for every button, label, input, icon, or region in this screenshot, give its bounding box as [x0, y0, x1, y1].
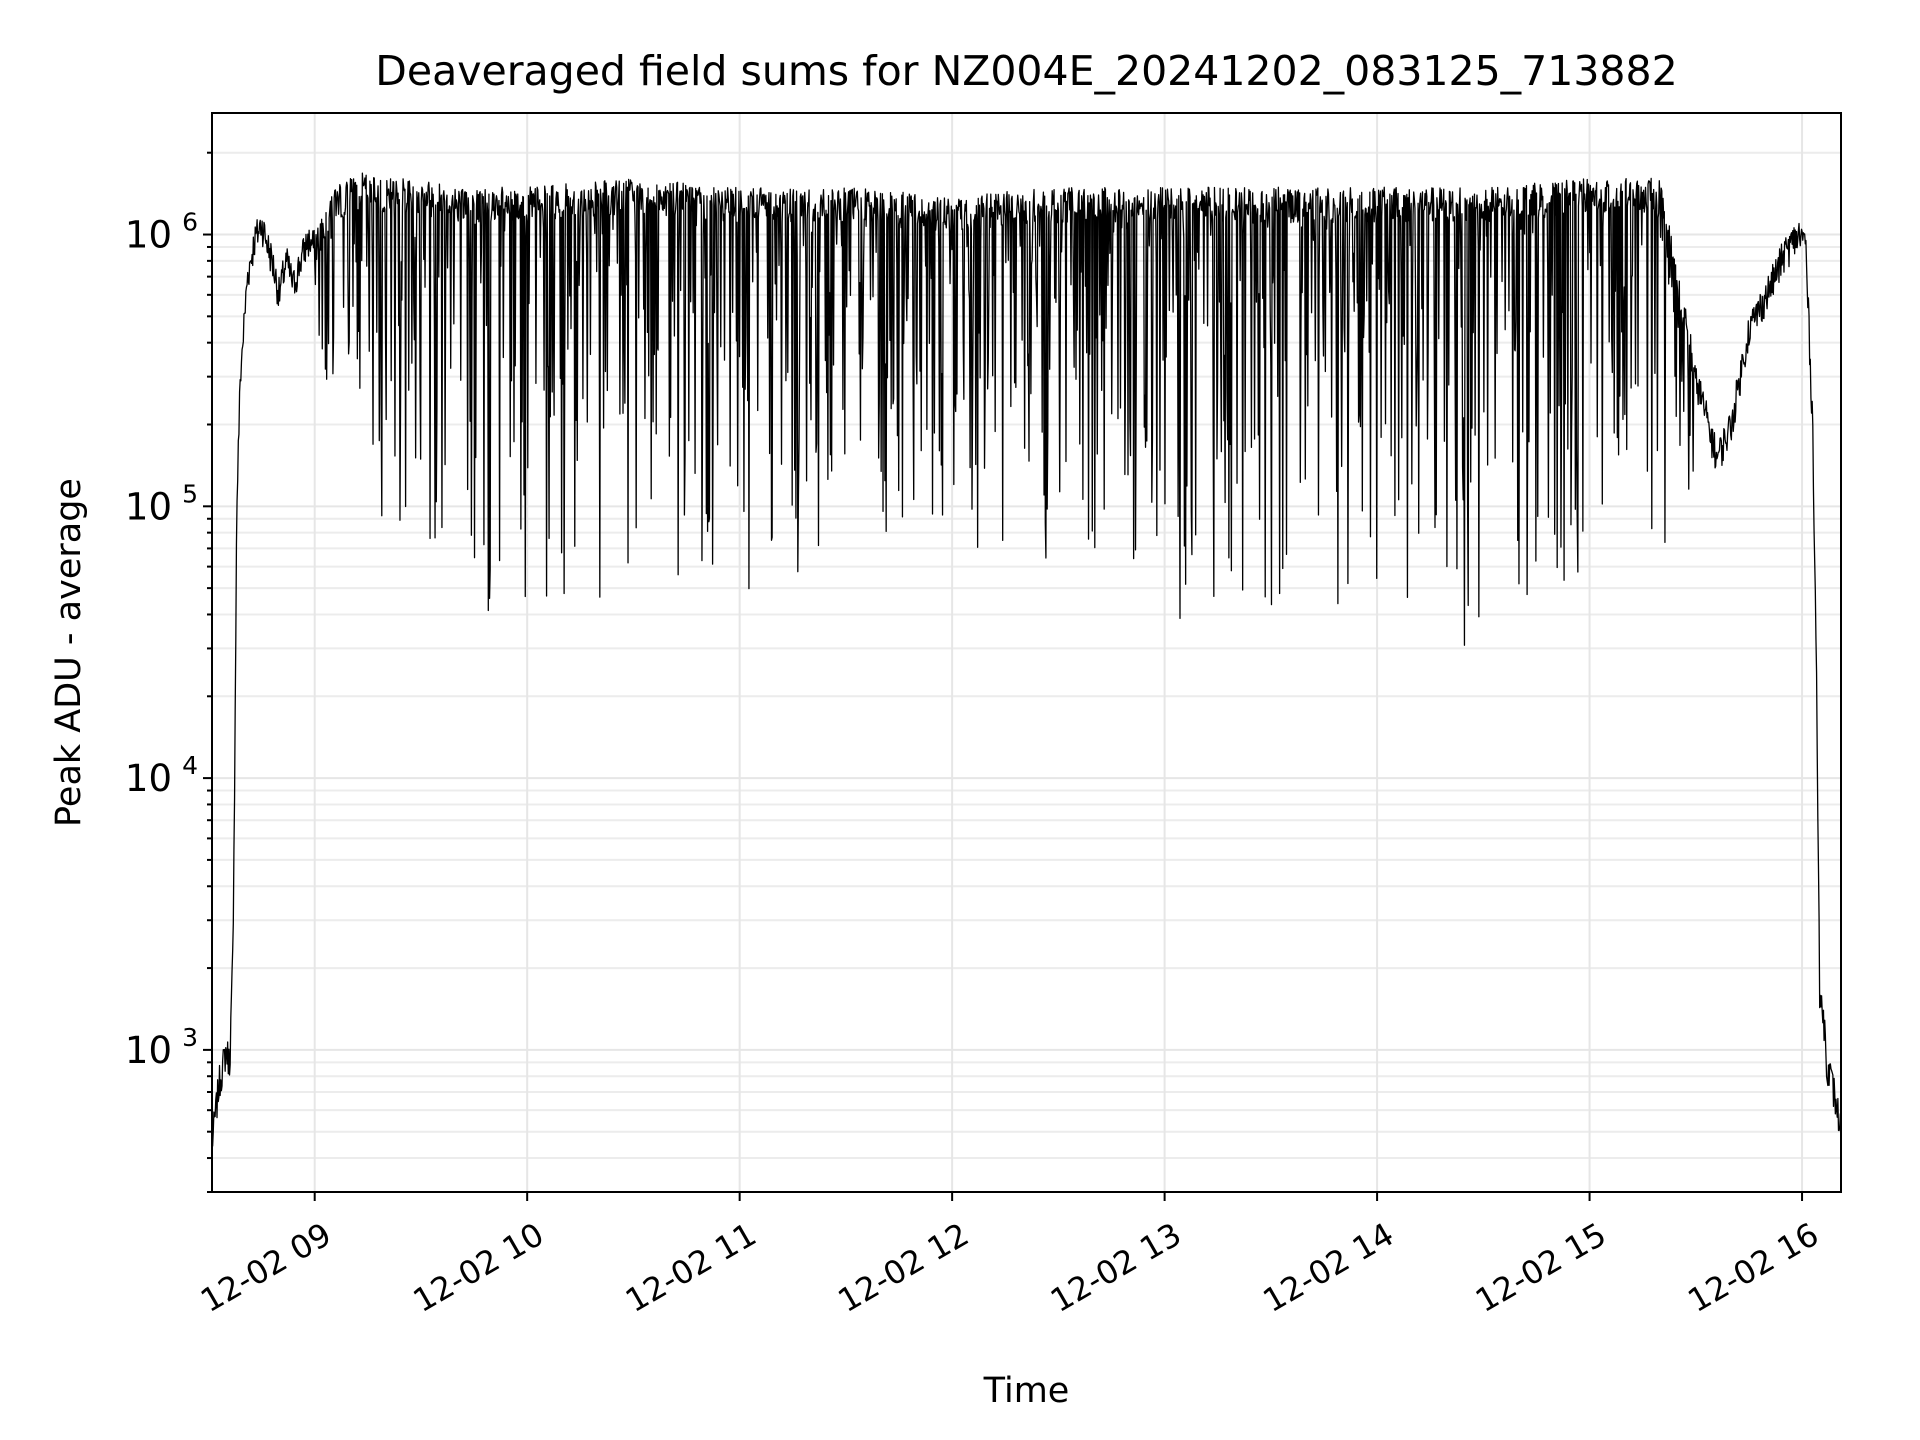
y-tick-exponent: 5 — [182, 479, 198, 508]
y-tick-exponent: 4 — [182, 751, 198, 780]
series-line — [211, 172, 1842, 1148]
plot-frame — [211, 112, 1842, 1193]
y-tick-base: 10 — [125, 214, 172, 257]
y-tick-base: 10 — [125, 485, 172, 528]
grid — [212, 113, 1841, 1193]
y-tick-exponent: 6 — [182, 208, 198, 237]
series-layer — [211, 172, 1842, 1148]
y-tick-label: 10 — [125, 1029, 172, 1072]
y-axis-label: Peak ADU - average — [49, 478, 89, 827]
y-tick-exponent: 3 — [182, 1023, 198, 1052]
y-tick-label: 10 — [125, 485, 172, 528]
y-tick-base: 10 — [125, 1029, 172, 1072]
chart-title: Deaveraged field sums for NZ004E_2024120… — [375, 47, 1677, 95]
y-tick-label: 10 — [125, 757, 172, 800]
y-tick-label: 10 — [125, 214, 172, 257]
x-axis-label: Time — [983, 1371, 1070, 1411]
y-tick-base: 10 — [125, 757, 172, 800]
